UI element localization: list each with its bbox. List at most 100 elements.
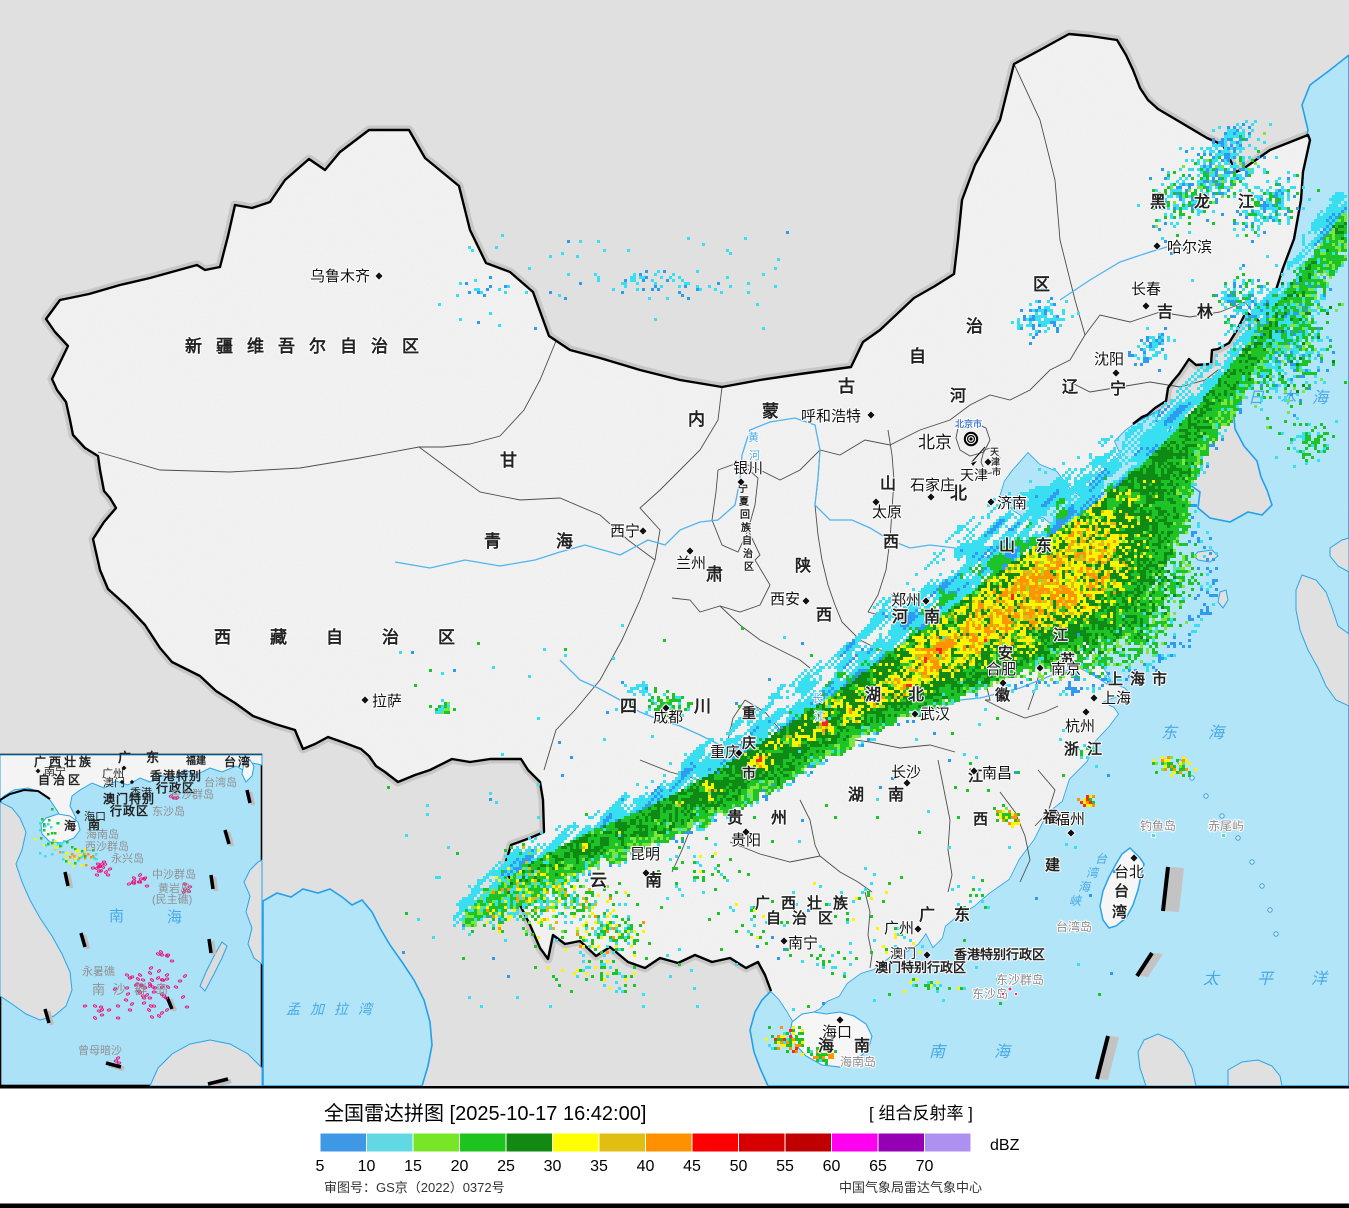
svg-text:东沙群岛: 东沙群岛 [996,972,1044,987]
svg-text:南宁: 南宁 [44,764,66,778]
svg-text:广州: 广州 [884,920,914,937]
svg-text:上海: 上海 [1101,690,1131,707]
svg-text:天: 天 [990,447,1000,457]
svg-text:孟: 孟 [286,1001,301,1017]
svg-text:州: 州 [770,809,787,827]
svg-text:南: 南 [924,607,940,626]
svg-text:[ 组合反射率 ]: [ 组合反射率 ] [869,1104,973,1123]
svg-text:江: 江 [1053,626,1068,644]
svg-text:35: 35 [590,1158,608,1175]
svg-text:区: 区 [182,781,194,795]
svg-text:湖: 湖 [865,686,881,704]
svg-text:西: 西 [816,606,832,624]
svg-text:宁: 宁 [1110,379,1126,398]
svg-text:湾: 湾 [1086,866,1100,880]
svg-text:西安: 西安 [770,591,800,608]
svg-text:海口: 海口 [84,809,106,823]
svg-text:壮: 壮 [807,894,822,912]
svg-text:甘: 甘 [500,450,517,470]
svg-text:兰州: 兰州 [676,555,706,572]
svg-text:中沙群岛: 中沙群岛 [152,867,196,881]
svg-text:永兴岛: 永兴岛 [111,851,144,865]
svg-text:北: 北 [908,686,924,704]
svg-text:海南岛: 海南岛 [86,827,119,841]
svg-text:自: 自 [909,346,926,366]
svg-text:杭州: 杭州 [1065,718,1095,735]
svg-text:族: 族 [833,894,849,912]
svg-text:古: 古 [838,376,855,396]
svg-text:呼和浩特: 呼和浩特 [801,408,861,425]
svg-text:哈尔滨: 哈尔滨 [1167,239,1212,256]
svg-text:广: 广 [118,750,131,765]
svg-text:东: 东 [954,905,970,924]
svg-text:治: 治 [792,909,807,927]
svg-text:石家庄: 石家庄 [910,476,955,494]
svg-text:太: 太 [1203,970,1221,988]
svg-text:山: 山 [880,475,896,493]
svg-text:海: 海 [1208,724,1226,742]
svg-text:河: 河 [892,607,908,626]
svg-text:合肥: 合肥 [986,661,1016,678]
svg-text:太原: 太原 [872,504,902,521]
svg-text:东: 东 [146,750,159,765]
svg-text:族: 族 [79,754,92,769]
svg-text:徽: 徽 [994,686,1011,704]
svg-text:区: 区 [438,628,455,647]
svg-text:海: 海 [1130,670,1145,688]
svg-text:5: 5 [316,1158,325,1175]
svg-text:治: 治 [382,627,399,647]
svg-text:65: 65 [869,1158,887,1175]
svg-text:成都: 成都 [653,709,683,726]
svg-text:岛: 岛 [155,982,168,997]
svg-text:武汉: 武汉 [920,706,950,723]
svg-text:昆明: 昆明 [630,846,660,863]
svg-text:壮: 壮 [64,754,76,769]
svg-text:维: 维 [247,336,264,356]
svg-text:藏: 藏 [270,628,287,647]
svg-text:海: 海 [167,909,182,926]
svg-text:吾: 吾 [278,337,295,356]
svg-text:广: 广 [755,894,770,912]
svg-text:西: 西 [49,755,61,769]
svg-text:江: 江 [1238,193,1254,211]
svg-text:津: 津 [991,456,1000,467]
svg-text:南昌: 南昌 [982,765,1012,782]
svg-text:东沙岛: 东沙岛 [152,804,185,818]
svg-text:川: 川 [693,697,711,716]
svg-text:南: 南 [888,785,904,804]
svg-text:长沙: 长沙 [891,764,921,781]
svg-text:澳门特别行政区: 澳门特别行政区 [875,960,966,975]
svg-text:郑州: 郑州 [891,592,921,609]
svg-text:香港特别行政区: 香港特别行政区 [953,947,1045,962]
svg-text:海: 海 [1078,880,1092,894]
svg-text:安: 安 [998,644,1013,662]
svg-text:dBZ: dBZ [990,1137,1020,1154]
svg-text:夏: 夏 [738,496,750,508]
svg-text:行: 行 [109,803,122,818]
svg-text:自: 自 [38,772,50,787]
svg-text:日: 日 [1248,390,1265,407]
svg-text:洋: 洋 [1311,970,1329,988]
svg-text:黄: 黄 [748,430,759,444]
svg-text:70: 70 [916,1158,934,1175]
svg-text:苏: 苏 [1060,651,1075,669]
svg-text:赤尾屿: 赤尾屿 [1208,819,1244,833]
svg-text:西: 西 [781,895,796,912]
svg-text:肃: 肃 [706,565,723,584]
svg-text:蒙: 蒙 [762,401,779,421]
svg-text:内: 内 [688,409,705,429]
svg-text:山: 山 [999,537,1015,555]
svg-text:南: 南 [929,1043,948,1061]
svg-text:北: 北 [950,484,967,503]
svg-text:东沙群岛: 东沙群岛 [170,787,214,801]
svg-text:50: 50 [730,1158,748,1175]
svg-text:区: 区 [818,910,833,927]
svg-text:浙: 浙 [1064,740,1079,758]
svg-text:广: 广 [919,905,935,924]
svg-text:海: 海 [1312,389,1330,407]
svg-text:澳门: 澳门 [890,946,916,961]
svg-text:台: 台 [1114,882,1129,900]
svg-text:回: 回 [740,509,750,521]
svg-text:30: 30 [544,1158,562,1175]
svg-text:福州: 福州 [1055,811,1085,828]
